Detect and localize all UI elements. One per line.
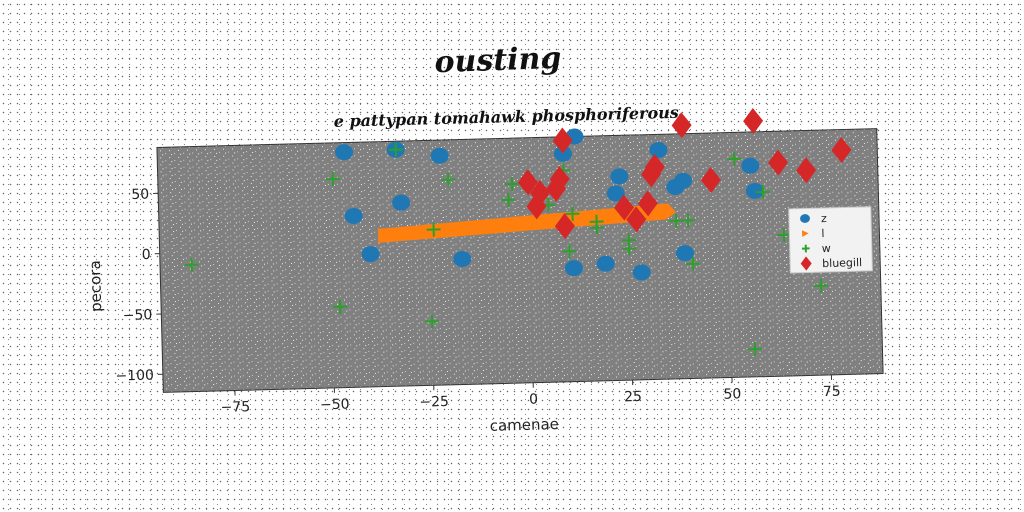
series-w-point (184, 257, 199, 272)
series-z-point (453, 250, 472, 267)
series-w-point (333, 299, 348, 314)
legend-label-z: z (821, 212, 827, 225)
series-z-point (361, 246, 380, 263)
series-w-point (425, 314, 440, 329)
series-w-point (441, 172, 456, 187)
series-z-point (649, 142, 668, 159)
series-z-point (606, 185, 625, 202)
chart-subtitle: e pattypan tomahawk phosphoriferous (333, 103, 679, 131)
series-bluegill-point (796, 157, 817, 184)
legend-marker-l (802, 230, 809, 237)
x-axis-label: camenae (489, 415, 559, 435)
legend-label-bluegill: bluegill (822, 256, 862, 270)
y-axis-label: pecora (86, 260, 105, 312)
series-w-point (388, 142, 403, 157)
series-z-point (745, 182, 764, 199)
series-bluegill-point (526, 193, 547, 220)
series-bluegill-point (831, 137, 852, 164)
y-tick-label: 0 (142, 247, 151, 263)
series-w-point (565, 206, 580, 221)
series-w-point (681, 213, 696, 228)
series-bluegill-point (552, 127, 573, 154)
x-tick-label: −75 (220, 399, 250, 416)
series-bluegill-point (554, 213, 575, 240)
series-w-point (686, 256, 701, 271)
series-z-point (610, 168, 629, 185)
x-tick-label: 50 (723, 386, 741, 402)
series-z-point (674, 172, 693, 189)
series-l-band (377, 203, 676, 243)
legend-marker-bluegill (800, 256, 812, 271)
series-bluegill-point (637, 190, 658, 217)
series-w-point (748, 342, 763, 357)
series-w-point (325, 172, 340, 187)
series-w-point (814, 278, 829, 293)
series-z-point (344, 207, 363, 224)
series-z-point (564, 260, 583, 277)
series-w-point (589, 220, 604, 235)
series-bluegill-point (743, 107, 764, 134)
series-z-point (675, 245, 694, 262)
legend-label-w: w (822, 242, 831, 255)
series-bluegill-point (768, 149, 789, 176)
series-w-point (562, 244, 577, 259)
series-bluegill-point (549, 166, 570, 193)
series-bluegill-point (545, 175, 566, 202)
legend-marker-w (801, 244, 810, 253)
series-bluegill-point (517, 169, 538, 196)
plot-frame (156, 128, 884, 393)
chart-title: ousting (434, 41, 562, 80)
series-bluegill-point (530, 179, 551, 206)
series-w-point (622, 241, 637, 256)
series-bluegill-point (644, 154, 665, 181)
series-z-point (596, 255, 615, 272)
series-z-point (335, 144, 354, 161)
legend-marker-z (800, 214, 810, 223)
series-w-point (669, 213, 684, 228)
series-w-point (776, 227, 791, 242)
series-bluegill-point (626, 206, 647, 233)
y-tick-label: 50 (131, 187, 149, 203)
x-tick-label: 75 (823, 384, 841, 400)
plot-speckle (156, 128, 884, 393)
y-tick-label: −50 (123, 307, 153, 324)
series-w-point (501, 192, 516, 207)
axis-ticks: −75 −50 −25 0 25 50 75 50 0 −50 −100 (115, 187, 841, 416)
series-w-point (505, 177, 520, 192)
series-bluegill-point (614, 194, 635, 221)
series-bluegill-point (700, 167, 721, 194)
series-w-point (426, 222, 441, 237)
plot-area: e pattypan tomahawk phosphoriferous −75−… (86, 103, 884, 435)
y-tick-label: −100 (115, 368, 154, 385)
series-z-point (553, 145, 572, 162)
x-tick-label: −50 (320, 397, 350, 414)
series-bluegill-point (671, 112, 692, 139)
legend-label-l: l (821, 227, 824, 240)
series-w-point (755, 184, 770, 199)
data-marks (184, 107, 852, 357)
series-z-point (392, 194, 411, 211)
x-tick-label: 25 (624, 389, 642, 405)
legend-box (788, 206, 873, 274)
series-z-point (632, 264, 651, 281)
x-tick-label: 0 (529, 392, 538, 408)
x-tick-label: −25 (419, 394, 449, 411)
series-w-point (727, 151, 742, 166)
series-z-point (741, 157, 760, 174)
series-z-point (430, 147, 449, 164)
